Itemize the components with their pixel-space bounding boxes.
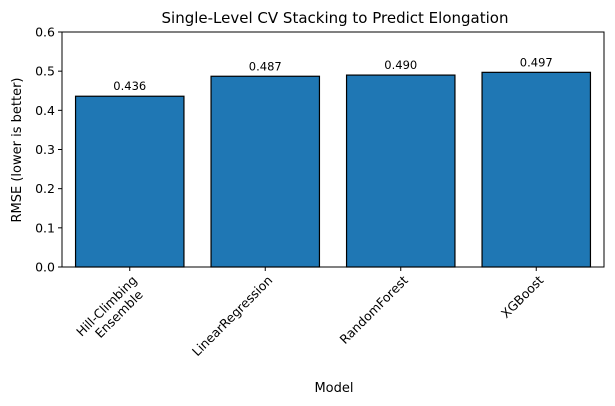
chart-title: Single-Level CV Stacking to Predict Elon… [162, 9, 509, 27]
plot-area: 0.436 0.487 0.490 0.497 0.0 0.1 0.2 0.3 0.4 0.5 0.… [35, 25, 605, 359]
bar [345, 74, 456, 268]
y-tick-label: 0.2 [35, 181, 55, 196]
bar-value-label: 0.487 [249, 59, 282, 73]
bar [210, 75, 321, 268]
x-tick-label: Hill-ClimbingEnsemble [73, 273, 150, 350]
bar-value-label: 0.497 [520, 55, 553, 69]
x-tick-label: RandomForest [337, 272, 411, 346]
y-tick-label: 0.1 [35, 220, 55, 235]
x-tick-label: LinearRegression [189, 273, 275, 359]
y-tick-label: 0.3 [35, 142, 55, 157]
y-tick-label: 0.6 [35, 25, 55, 40]
y-tick-label: 0.5 [35, 64, 55, 79]
bar [481, 71, 592, 268]
x-axis-label: Model [314, 381, 353, 396]
y-tick-label: 0.4 [35, 103, 55, 118]
bar-value-label: 0.490 [384, 58, 417, 72]
x-tick-label: XGBoost [498, 272, 547, 321]
bar [74, 95, 185, 268]
y-axis-label: RMSE (lower is better) [10, 78, 25, 223]
bar-value-label: 0.436 [113, 79, 146, 93]
y-tick-label: 0.0 [35, 260, 55, 275]
